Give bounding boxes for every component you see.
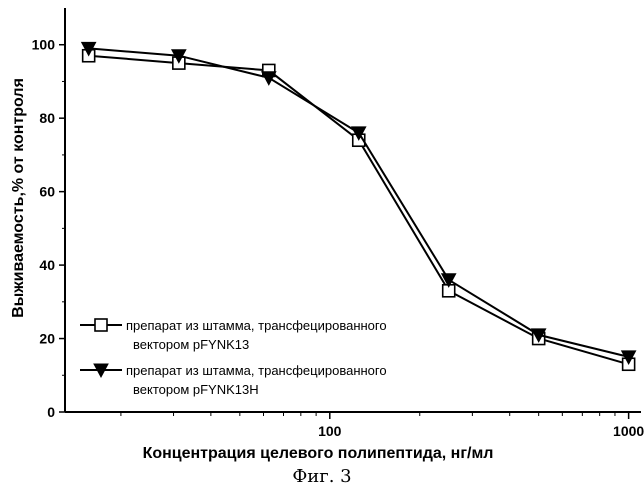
series-2-point — [262, 72, 276, 85]
legend-label-2-line-2: вектором pFYNK13H — [133, 382, 259, 397]
x-tick-label: 100 — [318, 423, 342, 439]
legend-label-1-line-1: препарат из штамма, трансфецированного — [126, 318, 387, 333]
y-tick-label: 60 — [39, 184, 55, 200]
x-tick-label: 1000 — [613, 423, 644, 439]
figure-caption: Фиг. 3 — [0, 466, 644, 487]
legend: препарат из штамма, трансфецированного ве… — [80, 318, 387, 397]
y-tick-label: 20 — [39, 331, 55, 347]
y-axis-label: Выживаемость,% от контроля — [10, 78, 27, 318]
y-tick-label: 40 — [39, 257, 55, 273]
x-axis-label: Концентрация целевого полипептида, нг/мл — [143, 445, 494, 462]
series-2 — [82, 42, 636, 364]
legend-label-2-line-1: препарат из штамма, трансфецированного — [126, 363, 387, 378]
y-tick-label: 100 — [32, 37, 56, 53]
y-tick-label: 0 — [47, 404, 55, 420]
legend-label-1-line-2: вектором pFYNK13 — [133, 337, 249, 352]
y-tick-label: 80 — [39, 110, 55, 126]
series-2-line — [89, 48, 629, 357]
legend-marker-1 — [95, 319, 107, 331]
